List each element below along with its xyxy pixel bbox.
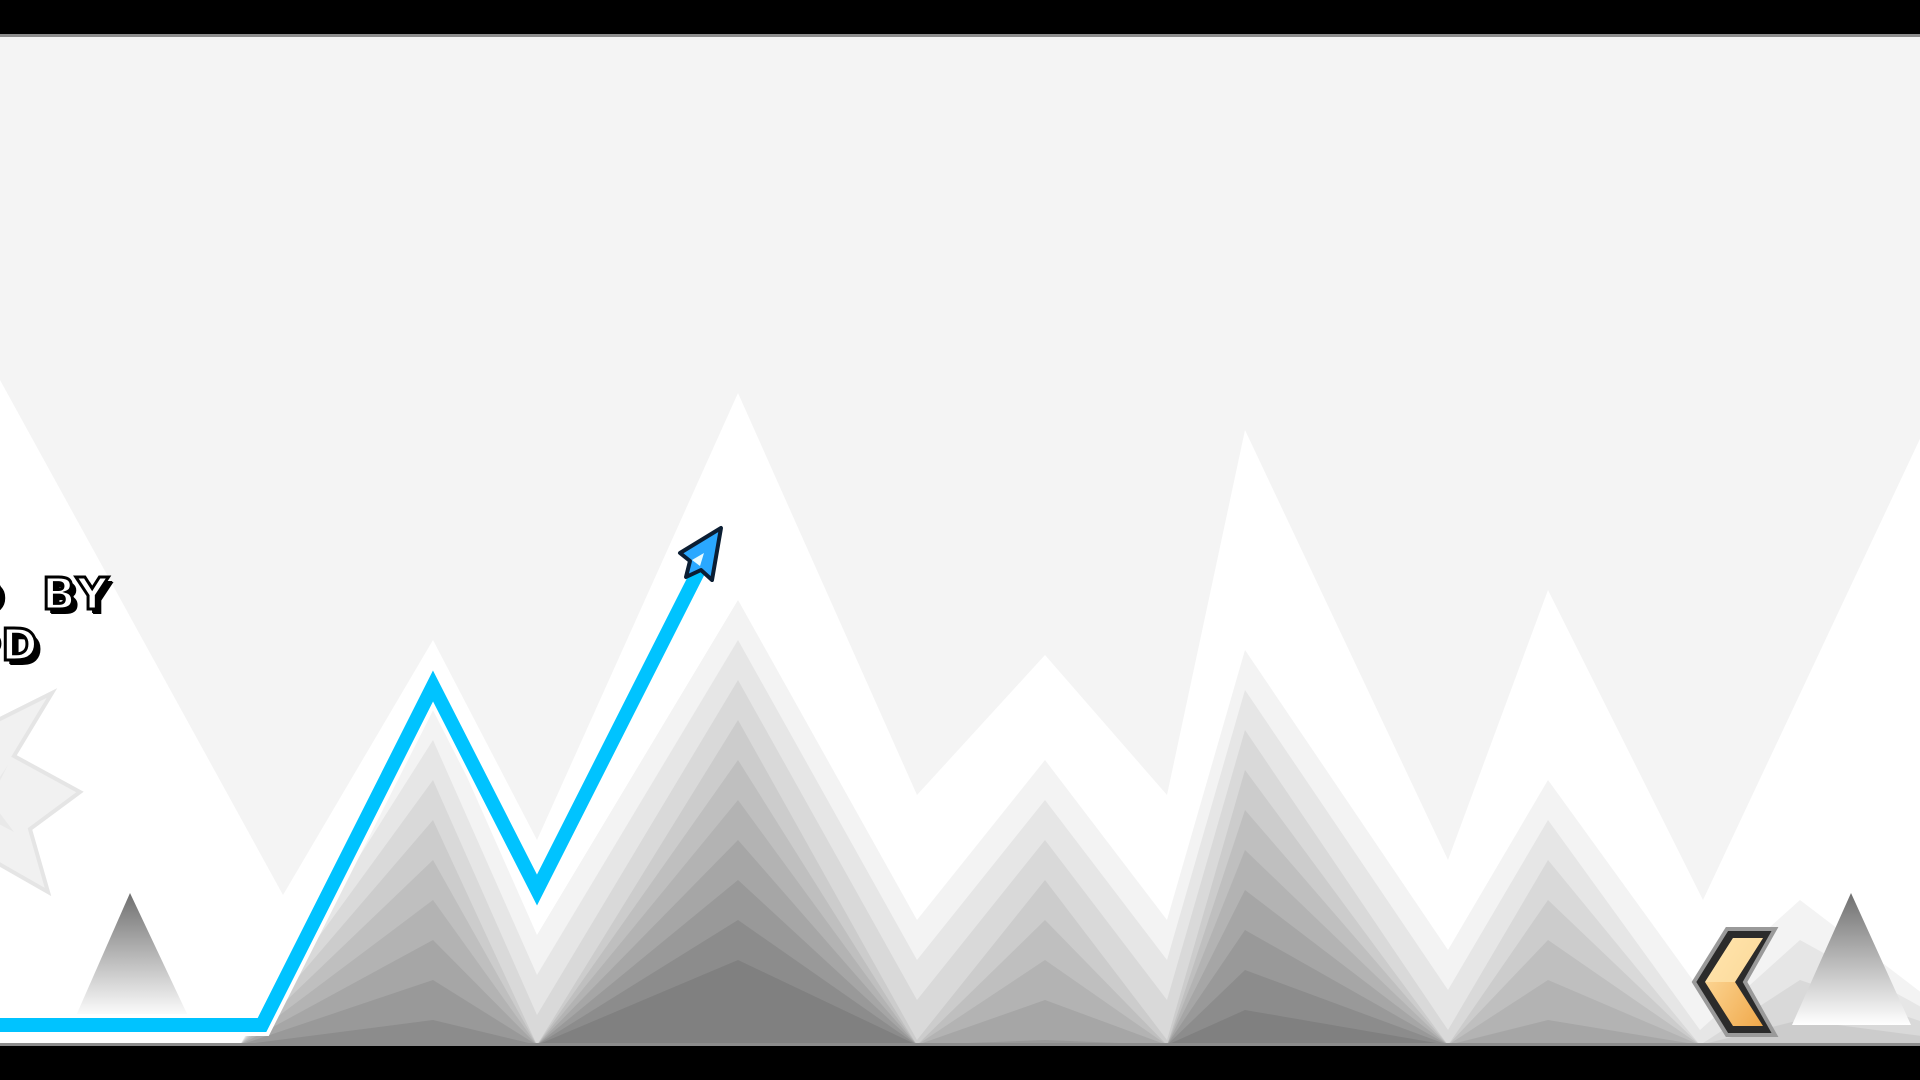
floor-zigzag-background <box>0 600 1920 1045</box>
star-saw-icon <box>0 688 84 897</box>
floor-band <box>0 800 1920 1045</box>
speed-portal-chevron-icon <box>1691 927 1779 1037</box>
spike-icon <box>75 893 189 1018</box>
wave-arrow-icon <box>678 526 723 582</box>
level-creator-name: PD <box>0 620 41 671</box>
letterbox-bottom-edge <box>0 1043 1920 1046</box>
floor-band <box>0 840 1920 1045</box>
letterbox-top <box>0 0 1920 36</box>
wave-trail-core <box>0 564 707 1032</box>
ceiling-zigzag-background <box>0 36 1920 900</box>
letterbox-top-edge <box>0 34 1920 37</box>
letterbox-bottom <box>0 1045 1920 1080</box>
ceiling-band <box>0 36 1920 900</box>
spike-icon <box>1792 893 1911 1025</box>
level-credit-text: D BY <box>0 569 112 620</box>
